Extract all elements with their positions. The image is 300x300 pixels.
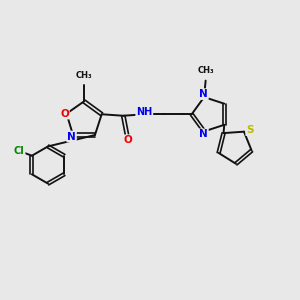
Text: NH: NH: [136, 107, 152, 117]
Text: CH₃: CH₃: [76, 70, 92, 80]
Text: N: N: [67, 131, 76, 142]
Text: O: O: [123, 135, 132, 146]
Text: N: N: [199, 129, 208, 140]
Text: Cl: Cl: [14, 146, 25, 156]
Text: O: O: [60, 109, 69, 118]
Text: S: S: [246, 125, 254, 135]
Text: N: N: [199, 89, 208, 99]
Text: CH₃: CH₃: [197, 66, 214, 75]
